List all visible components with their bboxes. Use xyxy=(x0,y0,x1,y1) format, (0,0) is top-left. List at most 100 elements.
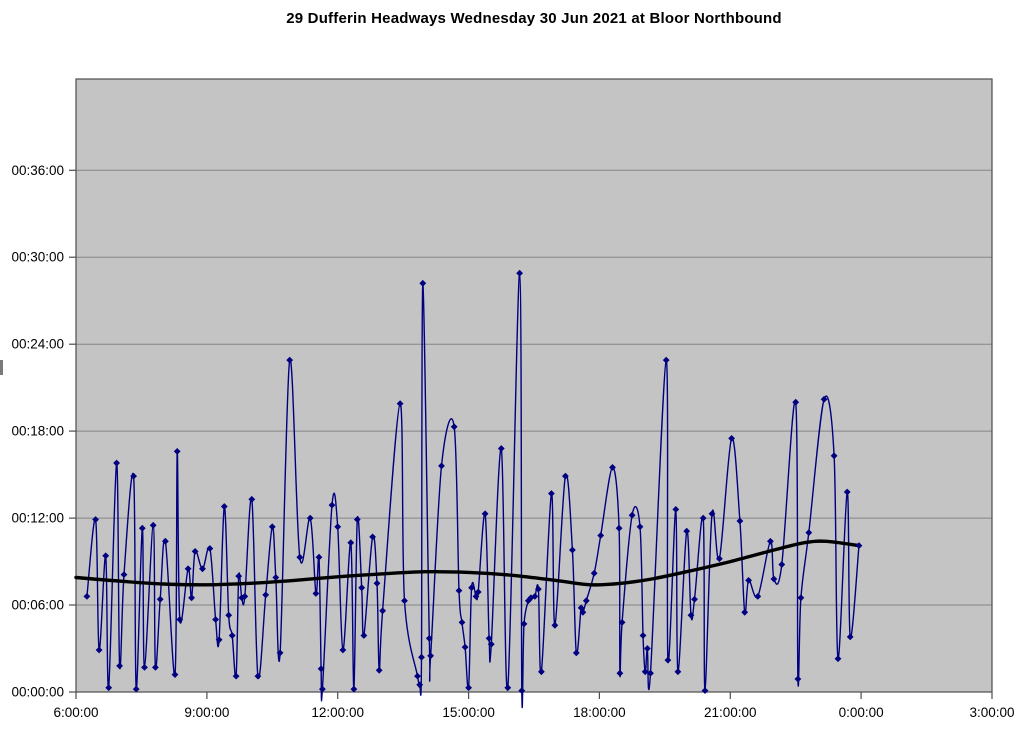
data-point-marker xyxy=(458,619,466,626)
data-point-marker xyxy=(636,523,644,531)
data-point-marker xyxy=(716,555,723,563)
data-point-marker xyxy=(347,539,355,547)
data-point-marker xyxy=(551,621,559,629)
data-point-marker xyxy=(797,594,805,602)
data-point-marker xyxy=(741,608,749,616)
data-point-marker xyxy=(334,523,342,531)
data-point-marker xyxy=(171,671,179,678)
data-point-marker xyxy=(641,668,649,676)
data-point-marker xyxy=(425,635,433,642)
data-point-marker xyxy=(152,664,159,671)
data-point-marker xyxy=(792,398,800,406)
data-point-marker xyxy=(472,593,480,600)
data-point-marker xyxy=(353,516,361,523)
data-point-marker xyxy=(582,597,590,605)
data-point-marker xyxy=(212,616,219,623)
data-point-marker xyxy=(358,584,366,592)
data-point-marker xyxy=(504,684,512,692)
data-point-marker xyxy=(350,685,358,693)
data-point-marker xyxy=(855,542,863,549)
data-point-marker xyxy=(225,611,233,619)
data-point-marker xyxy=(130,472,137,480)
data-point-marker xyxy=(520,620,528,628)
data-point-marker xyxy=(312,590,320,597)
data-point-marker xyxy=(241,593,249,600)
data-point-marker xyxy=(268,523,276,531)
data-point-marker xyxy=(687,611,695,619)
data-point-marker xyxy=(132,685,140,693)
data-point-marker xyxy=(95,646,103,654)
data-point-marker xyxy=(339,646,347,654)
plot-area xyxy=(76,79,992,692)
y-axis-tick-label: 00:00:00 xyxy=(11,685,64,700)
y-axis-tick-label: 00:36:00 xyxy=(11,163,64,178)
y-axis-tick-label: 00:18:00 xyxy=(11,424,64,439)
data-point-marker xyxy=(254,672,262,680)
x-axis-tick-label: 18:00:00 xyxy=(573,705,626,720)
data-point-marker xyxy=(562,472,569,480)
data-point-marker xyxy=(438,462,445,470)
data-point-marker xyxy=(639,632,647,639)
data-point-marker xyxy=(805,529,813,536)
headways-markers xyxy=(83,269,863,694)
data-point-marker xyxy=(315,553,323,561)
data-point-marker xyxy=(728,435,735,442)
data-point-marker xyxy=(468,584,475,592)
data-point-marker xyxy=(418,653,425,661)
data-point-marker xyxy=(778,561,786,568)
data-point-marker xyxy=(156,595,164,603)
data-point-marker xyxy=(120,571,128,578)
data-point-marker xyxy=(531,593,539,600)
data-point-marker xyxy=(461,643,469,651)
data-point-marker xyxy=(597,532,605,539)
data-point-marker xyxy=(149,521,157,529)
data-point-marker xyxy=(609,464,616,471)
x-axis-tick-label: 0:00:00 xyxy=(839,705,884,720)
y-axis-tick-label: 00:30:00 xyxy=(11,250,64,265)
data-point-marker xyxy=(379,607,386,615)
x-axis: 6:00:00 9:00:00 12:00:00 15:00:00 18:00:00 21… xyxy=(53,692,1015,720)
data-point-marker xyxy=(416,681,424,689)
data-point-marker xyxy=(701,687,709,694)
data-point-marker xyxy=(328,501,336,509)
y-axis-title-clipped xyxy=(0,360,3,375)
plot-frame xyxy=(75,78,993,693)
data-point-marker xyxy=(615,524,623,532)
x-axis-tick-label: 6:00:00 xyxy=(53,705,98,720)
data-point-marker xyxy=(317,665,325,673)
data-point-marker xyxy=(683,527,691,535)
data-point-marker xyxy=(92,516,99,523)
data-point-marker xyxy=(450,423,458,431)
data-point-marker xyxy=(770,575,778,583)
data-point-marker xyxy=(188,594,195,602)
data-point-marker xyxy=(487,640,495,648)
data-point-marker xyxy=(691,595,698,603)
data-point-marker xyxy=(644,645,651,652)
data-point-marker xyxy=(736,517,744,525)
data-point-marker xyxy=(105,684,113,692)
data-point-marker xyxy=(647,669,654,677)
x-axis-tick-label: 12:00:00 xyxy=(311,705,364,720)
data-point-marker xyxy=(306,514,314,522)
chart-title: 29 Dufferin Headways Wednesday 30 Jun 20… xyxy=(286,10,782,27)
data-point-marker xyxy=(548,490,555,497)
data-point-marker xyxy=(590,569,598,577)
data-point-marker xyxy=(228,632,236,639)
data-point-marker xyxy=(235,572,243,580)
x-axis-tick-label: 9:00:00 xyxy=(184,705,229,720)
data-point-marker xyxy=(414,672,421,680)
x-axis-tick-label: 21:00:00 xyxy=(704,705,757,720)
data-point-marker xyxy=(396,400,404,407)
data-point-marker xyxy=(465,684,472,692)
data-point-marker xyxy=(497,445,505,452)
data-point-marker xyxy=(754,593,762,600)
data-point-marker xyxy=(184,565,192,573)
data-point-marker xyxy=(173,448,181,455)
data-point-marker xyxy=(699,514,707,522)
data-point-marker xyxy=(674,668,682,676)
data-point-marker xyxy=(176,616,184,623)
data-point-marker xyxy=(485,635,493,642)
data-point-marker xyxy=(767,537,774,545)
